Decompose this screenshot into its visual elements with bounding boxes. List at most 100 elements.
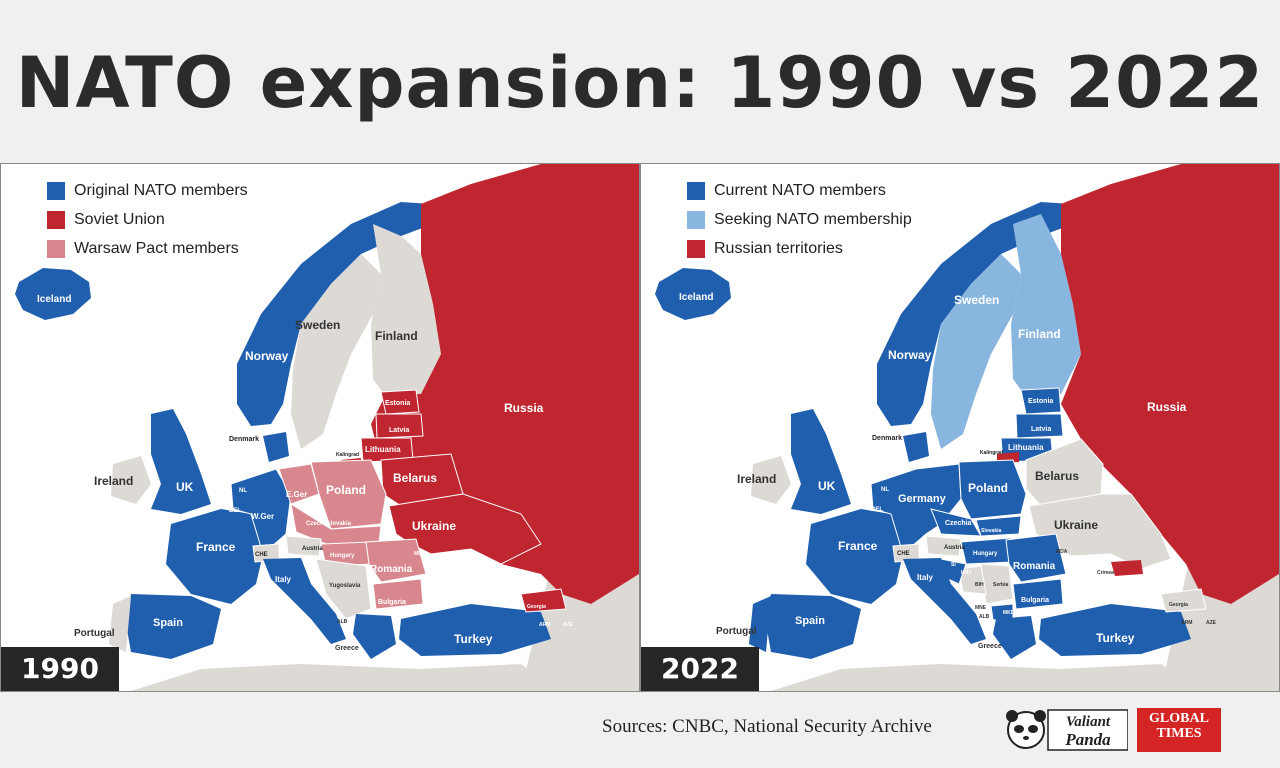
legend-label: Soviet Union [74, 210, 165, 228]
label-wgermany: W.Ger [251, 512, 274, 521]
label-turkey: Turkey [1096, 631, 1135, 645]
label-egermany: E.Ger [286, 490, 307, 499]
label-ireland: Ireland [737, 472, 776, 486]
label-germany: Germany [898, 493, 947, 505]
label-czechia: Czechia [945, 520, 972, 527]
label-denmark: Denmark [229, 436, 259, 443]
map-country-italy [903, 558, 986, 644]
logo1-line2: Panda [1064, 730, 1111, 749]
label-sweden: Sweden [295, 318, 340, 332]
label-greece: Greece [978, 643, 1002, 650]
logo2-line2: TIMES [1156, 726, 1202, 741]
map-country-georgia [1160, 588, 1207, 613]
map-country-slovakia [975, 515, 1022, 537]
legend-swatch-soviet [47, 210, 65, 229]
label-nl: NL [881, 487, 889, 493]
map-country-sweden [931, 254, 1021, 449]
map-land-africa [771, 664, 1201, 691]
label-iceland: Iceland [37, 294, 71, 305]
legend-swatch-seeking [687, 210, 705, 229]
map-country-spain [126, 594, 221, 659]
label-latvia: Latvia [389, 427, 409, 434]
legend-2022: Current NATO members Seeking NATO member… [687, 176, 912, 263]
label-russia: Russia [1147, 400, 1187, 414]
map-country-bih [958, 565, 987, 595]
map-country-portugal [749, 596, 771, 652]
legend-item: Current NATO members [687, 176, 912, 205]
label-romania: Romania [1013, 561, 1056, 572]
map-country-france [806, 509, 903, 604]
label-poland: Poland [968, 481, 1008, 495]
label-che: CHE [255, 552, 268, 558]
label-spain: Spain [153, 617, 183, 629]
legend-label: Seeking NATO membership [714, 210, 912, 228]
label-czechoslovakia: Czechoslovakia [306, 521, 352, 527]
map-country-denmark [903, 432, 929, 462]
map-country-norway [237, 202, 433, 426]
valiant-panda-logo: Valiant Panda [1006, 709, 1128, 751]
map-country-bulgaria [1012, 578, 1064, 610]
map-country-georgia [520, 588, 567, 613]
label-sweden: Sweden [954, 293, 999, 307]
label-si: SI [951, 562, 956, 568]
label-greece: Greece [335, 645, 359, 652]
map-country-latvia [375, 413, 424, 439]
label-ukraine: Ukraine [1054, 518, 1098, 532]
legend-label: Original NATO members [74, 181, 248, 199]
label-crimea: Crimea [1097, 570, 1114, 576]
map-country-uk [791, 409, 851, 514]
map-country-estonia [1020, 387, 1062, 415]
legend-label: Warsaw Pact members [74, 239, 239, 257]
label-ukraine: Ukraine [412, 519, 456, 533]
label-mda: MDA [1056, 549, 1068, 555]
label-lithuania: Lithuania [365, 445, 401, 454]
label-finland: Finland [1018, 327, 1061, 341]
label-poland: Poland [326, 483, 366, 497]
logo2-line1: GLOBAL [1149, 711, 1209, 726]
legend-swatch-russia [687, 239, 705, 258]
legend-item: Soviet Union [47, 205, 248, 234]
label-estonia: Estonia [385, 400, 410, 407]
label-italy: Italy [275, 575, 292, 584]
label-turkey: Turkey [454, 632, 493, 646]
map-2022: Iceland Norway Sweden Finland Russia Est… [655, 164, 1279, 691]
label-alb: ALB [979, 614, 990, 620]
label-arm: ARM [539, 622, 550, 628]
map-country-bulgaria [372, 578, 424, 610]
label-uk: UK [176, 480, 194, 494]
map-country-russia [1061, 164, 1279, 604]
map-1990: Iceland Norway Sweden Finland Russia Est… [15, 164, 639, 691]
label-hungary: Hungary [330, 553, 355, 559]
label-portugal: Portugal [74, 628, 115, 639]
map-country-ireland [751, 456, 791, 504]
legend-item: Russian territories [687, 234, 912, 263]
map-country-yugoslavia [315, 558, 372, 620]
legend-swatch-nato [47, 181, 65, 200]
label-russia: Russia [504, 401, 544, 415]
label-bih: BIH [975, 582, 984, 588]
label-bel: BEL [871, 507, 883, 513]
label-kaliningrad: Kalingrad [980, 450, 1003, 456]
label-hungary: Hungary [973, 551, 998, 557]
label-bulgaria: Bulgaria [1021, 597, 1049, 604]
label-alb: ALB [337, 619, 348, 625]
logo1-line1: Valiant [1066, 714, 1111, 730]
label-france: France [838, 539, 878, 553]
label-arm: ARM [1181, 620, 1192, 626]
label-lithuania: Lithuania [1008, 443, 1044, 452]
map-country-austria [925, 535, 962, 557]
label-austria: Austria [302, 546, 323, 552]
year-badge-2022: 2022 [641, 647, 759, 691]
label-latvia: Latvia [1031, 426, 1051, 433]
map-country-latvia [1015, 413, 1064, 439]
map-panel-1990: Iceland Norway Sweden Finland Russia Est… [0, 163, 640, 692]
label-austria: Austria [944, 545, 965, 551]
label-aze: AZE [563, 622, 574, 628]
legend-label: Current NATO members [714, 181, 886, 199]
map-country-iceland [655, 268, 731, 320]
label-finland: Finland [375, 329, 418, 343]
map-country-austria [285, 535, 322, 557]
map-country-romania [1005, 533, 1067, 583]
map-country-finland [371, 224, 441, 404]
label-portugal: Portugal [716, 626, 757, 637]
